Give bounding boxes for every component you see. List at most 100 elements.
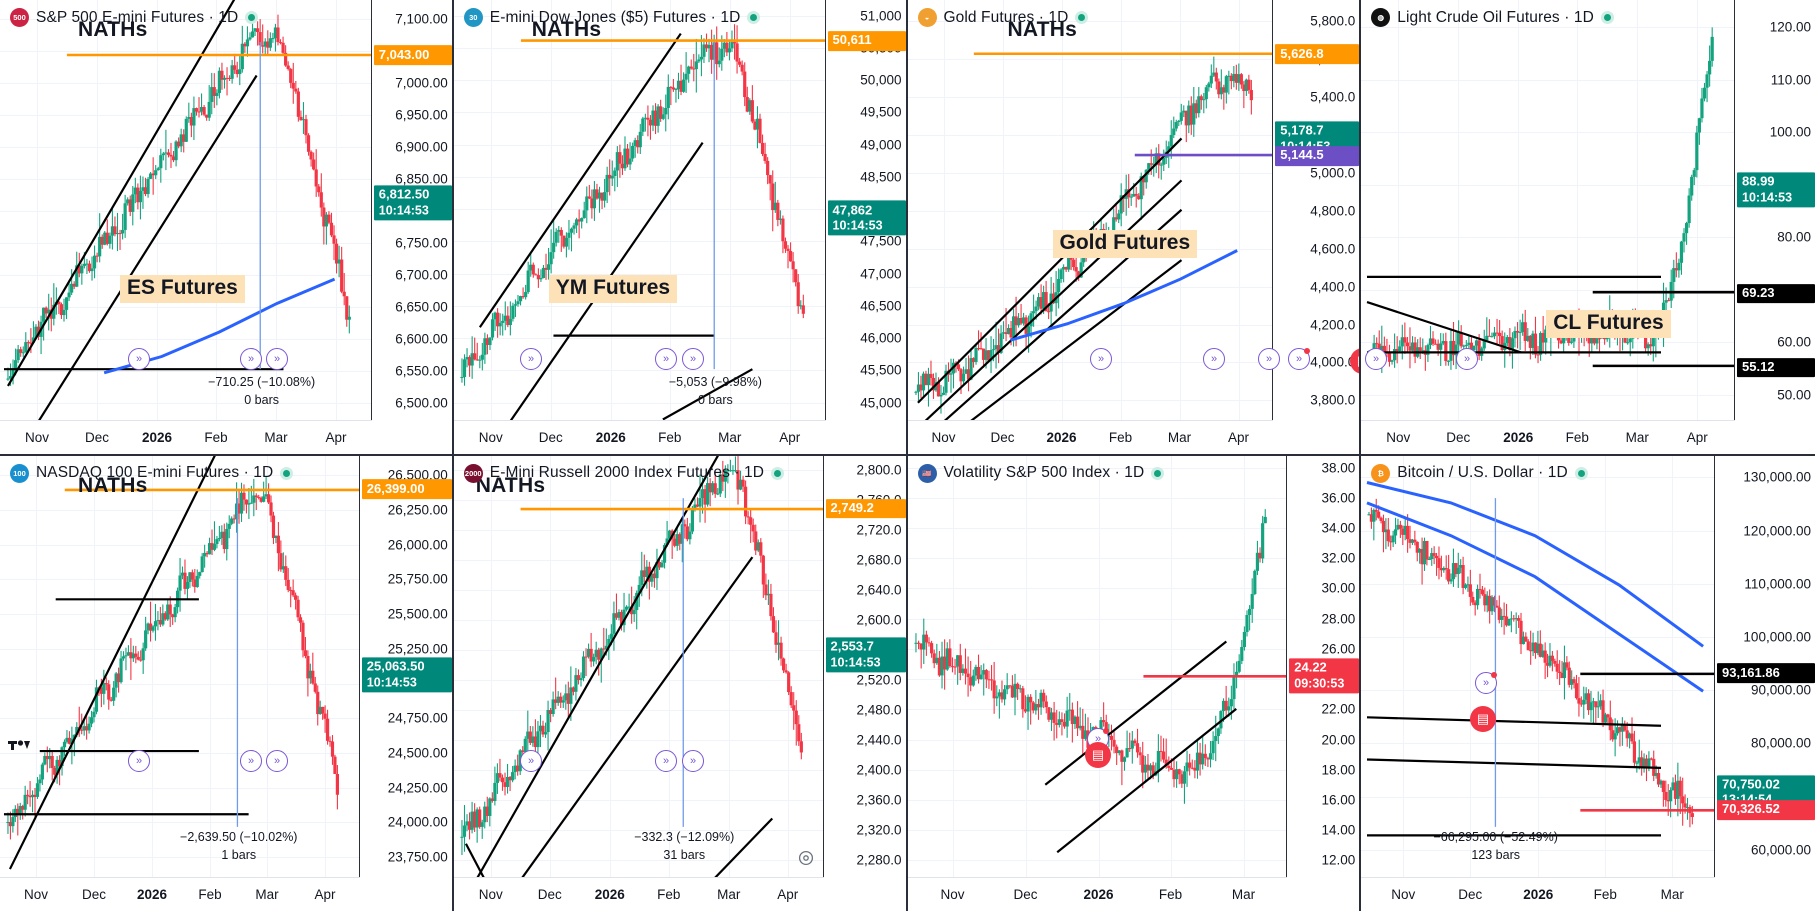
chart-header-ym[interactable]: 30 E-mini Dow Jones ($5) Futures · 1D: [463, 8, 761, 27]
price-tag[interactable]: 55.12: [1737, 357, 1815, 378]
gridline-h: [453, 530, 824, 532]
price-tag-value: 5,144.5: [1280, 147, 1324, 163]
chart-tool-pill[interactable]: »: [682, 348, 704, 370]
time-tick: 2026: [1503, 429, 1534, 445]
chart-panel-ym[interactable]: 30 E-mini Dow Jones ($5) Futures · 1D NATH…: [453, 0, 908, 456]
us-flag-alert-icon[interactable]: ▤: [1350, 348, 1360, 374]
price-axis-vix[interactable]: 38.0036.0034.0032.0030.0028.0026.0024.00…: [1287, 456, 1360, 878]
chart-tool-pill[interactable]: »: [520, 750, 542, 772]
chart-tool-pill[interactable]: »: [1203, 348, 1225, 370]
gridline-v: [728, 455, 730, 877]
chart-panel-es[interactable]: 500 S&P 500 E-mini Futures · 1D NATHs ES Fu…: [0, 0, 454, 456]
chart-tool-pill[interactable]: »: [240, 750, 262, 772]
gridline-v: [490, 0, 492, 420]
price-tag[interactable]: 70,326.52: [1717, 799, 1815, 820]
price-tick: 45,500: [860, 362, 902, 378]
gridline-v: [787, 455, 789, 877]
plot-area-vix[interactable]: [907, 455, 1288, 877]
chart-tool-pill[interactable]: »: [128, 750, 150, 772]
time-axis-es[interactable]: Nov Dec 2026 Feb Mar Apr: [0, 419, 372, 454]
price-tick: 100,000.00: [1743, 629, 1811, 645]
time-axis-ym[interactable]: Nov Dec 2026 Feb Mar Apr: [453, 419, 826, 454]
price-tag[interactable]: 88.99 10:14:53: [1737, 172, 1815, 208]
chart-header-es[interactable]: 500 S&P 500 E-mini Futures · 1D: [10, 8, 259, 27]
time-axis-cl[interactable]: Nov Dec 2026 Feb Mar Apr: [1361, 419, 1735, 454]
chart-header-gc[interactable]: ◒ Gold Futures · 1D: [917, 8, 1089, 27]
time-axis-nq[interactable]: Nov Dec 2026 Feb Mar Apr: [0, 877, 360, 911]
chart-tool-pill[interactable]: »: [520, 348, 542, 370]
chart-tool-pill[interactable]: »: [655, 750, 677, 772]
price-tag[interactable]: 24.22 09:30:53: [1289, 658, 1360, 694]
time-axis-btc[interactable]: Nov Dec 2026 Feb Mar: [1361, 877, 1715, 911]
price-axis-ym[interactable]: 51,00050,50050,00049,50049,00048,50048,0…: [826, 0, 906, 420]
chart-panel-btc[interactable]: ₿Bitcoin / U.S. Dollar · 1DBTC/USD−66,29…: [1361, 455, 1815, 911]
chart-title: Light Crude Oil Futures · 1D: [1397, 8, 1594, 26]
price-tag[interactable]: 69.23: [1737, 283, 1815, 304]
chart-panel-vix[interactable]: 🇺🇸Volatility S&P 500 Index · 1DVIX38.003…: [907, 455, 1362, 911]
chart-header-rty[interactable]: 2000 E-Mini Russell 2000 Index Futures · …: [463, 463, 785, 483]
price-axis-cl[interactable]: 120.00110.00100.0090.0080.0070.0060.0050…: [1735, 0, 1815, 420]
chart-header-cl[interactable]: ◍ Light Crude Oil Futures · 1D: [1371, 8, 1614, 27]
time-axis-vix[interactable]: Nov Dec 2026 Feb Mar: [907, 877, 1288, 911]
chart-tool-pill[interactable]: »: [1090, 348, 1112, 370]
settings-gear-icon[interactable]: [798, 850, 814, 871]
price-tag[interactable]: 5,144.5: [1275, 145, 1360, 166]
gridline-h: [0, 787, 360, 789]
chart-tool-pill[interactable]: »: [240, 348, 262, 370]
plot-area-nq[interactable]: [0, 455, 360, 877]
price-axis-rty[interactable]: 2,800.02,760.02,720.02,680.02,640.02,600…: [824, 456, 906, 878]
gridline-v: [1637, 0, 1639, 420]
price-tag[interactable]: 7,043.00: [373, 45, 452, 66]
us-flag-alert-icon[interactable]: ▤: [1470, 706, 1496, 732]
price-axis-btc[interactable]: 130,000.00 120,000.00 110,000.00 100,000.00…: [1715, 456, 1815, 878]
price-tag[interactable]: 2,749.2: [825, 498, 906, 519]
time-tick: Nov: [23, 887, 49, 902]
chart-tool-pill[interactable]: »: [266, 348, 288, 370]
chart-tool-pill[interactable]: »: [1365, 348, 1387, 370]
plot-area-rty[interactable]: [453, 455, 824, 877]
chart-tool-pill[interactable]: »: [1475, 672, 1497, 694]
price-tick: 46,000: [860, 330, 902, 346]
time-tick: Nov: [478, 429, 503, 445]
chart-tool-pill[interactable]: »: [1288, 348, 1310, 370]
price-tag[interactable]: 2,553.7 10:14:53: [825, 637, 906, 673]
price-axis-gc[interactable]: 5,800.05,600.05,400.05,200.05,000.04,800…: [1273, 0, 1360, 420]
chart-header-vix[interactable]: 🇺🇸 Volatility S&P 500 Index · 1D: [917, 463, 1165, 483]
gridline-h: [907, 134, 1274, 136]
chart-panel-cl[interactable]: ◍ Light Crude Oil Futures · 1D CL Futures 1…: [1361, 0, 1815, 456]
chart-panel-rty[interactable]: 2000 E-Mini Russell 2000 Index Futures · …: [453, 455, 908, 911]
plot-area-es[interactable]: [0, 0, 372, 420]
price-tag[interactable]: 50,611: [827, 30, 906, 51]
price-tag[interactable]: 26,399.00: [361, 479, 452, 500]
plot-area-ym[interactable]: [453, 0, 826, 420]
time-tick: Mar: [718, 429, 742, 445]
price-tag[interactable]: 93,161.86: [1717, 663, 1815, 684]
chart-tool-pill[interactable]: »: [1456, 348, 1478, 370]
plot-area-btc[interactable]: [1361, 455, 1715, 877]
gridline-v: [729, 0, 731, 420]
chart-tool-pill[interactable]: »: [682, 750, 704, 772]
price-axis-es[interactable]: 7,100.007,050.007,000.006,950.006,900.00…: [372, 0, 452, 420]
time-axis-rty[interactable]: Nov Dec 2026 Feb Mar Apr: [453, 877, 824, 911]
chart-panel-gc[interactable]: ◒ Gold Futures · 1D NATHs Gold Futures 5,800…: [907, 0, 1362, 456]
price-tag[interactable]: 6,812.50 10:14:53: [373, 185, 452, 221]
chart-header-nq[interactable]: 100 NASDAQ 100 E-mini Futures · 1D: [10, 463, 294, 483]
market-status-icon: [747, 11, 761, 24]
price-tag[interactable]: 25,063.50 10:14:53: [361, 657, 452, 693]
price-axis-nq[interactable]: 26,500.00 26,250.00 26,000.00 25,750.00 25,5…: [360, 456, 452, 878]
chart-header-btc[interactable]: ₿ Bitcoin / U.S. Dollar · 1D: [1371, 463, 1588, 483]
time-axis-gc[interactable]: Nov Dec 2026 Feb Mar Apr: [907, 419, 1274, 454]
price-axis-divider: [822, 455, 824, 877]
plot-area-cl[interactable]: [1361, 0, 1735, 420]
price-tag[interactable]: 47,862 10:14:53: [827, 200, 906, 236]
chart-tool-pill[interactable]: »: [128, 348, 150, 370]
price-tag[interactable]: 5,626.8: [1275, 44, 1360, 64]
us-flag-alert-icon[interactable]: ▤: [1085, 742, 1111, 768]
chart-tool-pill[interactable]: »: [655, 348, 677, 370]
chart-tool-pill[interactable]: »: [266, 750, 288, 772]
chart-title: E-Mini Russell 2000 Index Futures · 1D: [489, 464, 765, 481]
time-tick: Apr: [1227, 429, 1250, 445]
chart-tool-pill[interactable]: »: [1258, 348, 1280, 370]
tradingview-logo-icon[interactable]: [8, 736, 30, 757]
